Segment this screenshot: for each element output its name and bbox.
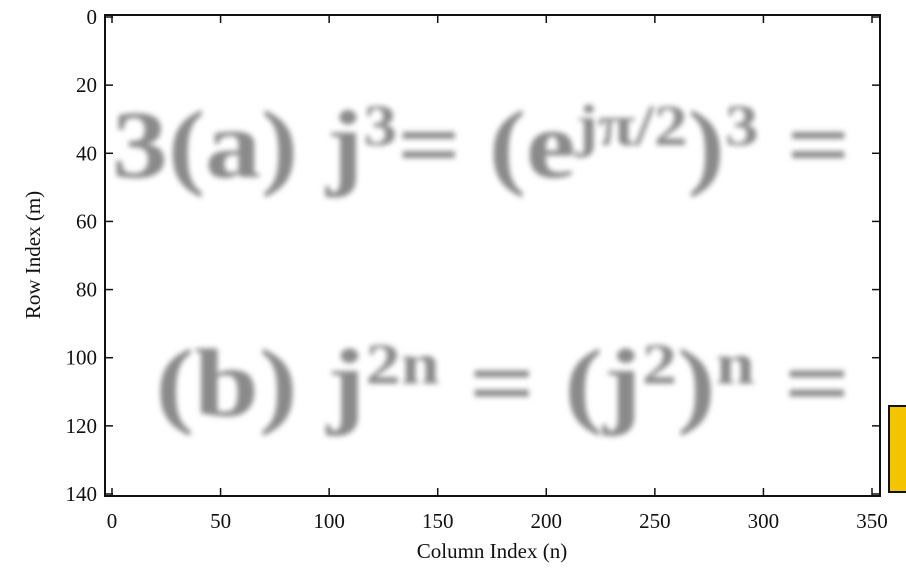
y-tick-label: 140 bbox=[66, 482, 98, 506]
image-text-piece: 2 bbox=[642, 332, 677, 397]
image-text-piece: n bbox=[716, 332, 755, 397]
image-text-piece: ) bbox=[688, 91, 725, 198]
y-tick-label: 100 bbox=[66, 346, 98, 370]
axes-frame bbox=[104, 14, 881, 497]
x-tick-label: 0 bbox=[107, 509, 118, 533]
image-text-piece: 3(a) bbox=[112, 91, 298, 198]
y-tick-label: 0 bbox=[87, 5, 98, 29]
x-tick-label: 100 bbox=[313, 509, 345, 533]
y-axis-label: Row Index (m) bbox=[21, 191, 45, 319]
image-text-piece: j bbox=[298, 91, 363, 198]
x-tick-label: 200 bbox=[531, 509, 563, 533]
y-tick-label: 120 bbox=[66, 414, 98, 438]
image-text: 3(a) j 3= (e jπ/2)3 = bbox=[112, 91, 850, 198]
y-tick-label: 20 bbox=[76, 73, 97, 97]
x-tick-label: 250 bbox=[639, 509, 671, 533]
image: 3(a) j 3= (e jπ/2)3 =(b) j 2n = (j 2) n = bbox=[112, 91, 850, 437]
image-text-piece: = bbox=[755, 330, 850, 437]
y-tick-label: 40 bbox=[76, 141, 97, 165]
x-tick-label: 300 bbox=[748, 509, 780, 533]
image-text-piece: 3 bbox=[725, 93, 759, 158]
image-text-piece: = (e bbox=[397, 91, 575, 198]
y-tick-label: 60 bbox=[76, 209, 97, 233]
image-text-piece: = (j bbox=[440, 330, 642, 437]
image-text-piece: ) bbox=[677, 330, 716, 437]
x-tick-label: 150 bbox=[422, 509, 454, 533]
x-tick-label: 350 bbox=[856, 509, 888, 533]
x-tick-label: 50 bbox=[210, 509, 231, 533]
image-text-piece: 3 bbox=[363, 93, 397, 158]
image-text-piece: j bbox=[298, 330, 366, 437]
y-tick-label: 80 bbox=[76, 278, 97, 302]
image-text-piece: (b) bbox=[155, 330, 297, 437]
x-axis-label: Column Index (n) bbox=[417, 539, 567, 563]
image-text-piece: = bbox=[759, 91, 851, 198]
axes: 0 50 100 150 200 250 300 350 0 20 40 60 80 100 120 140 bbox=[66, 5, 888, 533]
image-text-piece: 2n bbox=[366, 332, 440, 397]
image-text-piece: jπ/2 bbox=[574, 93, 687, 158]
overlay-box bbox=[888, 405, 906, 493]
image-text: (b) j 2n = (j 2) n = bbox=[155, 330, 850, 437]
